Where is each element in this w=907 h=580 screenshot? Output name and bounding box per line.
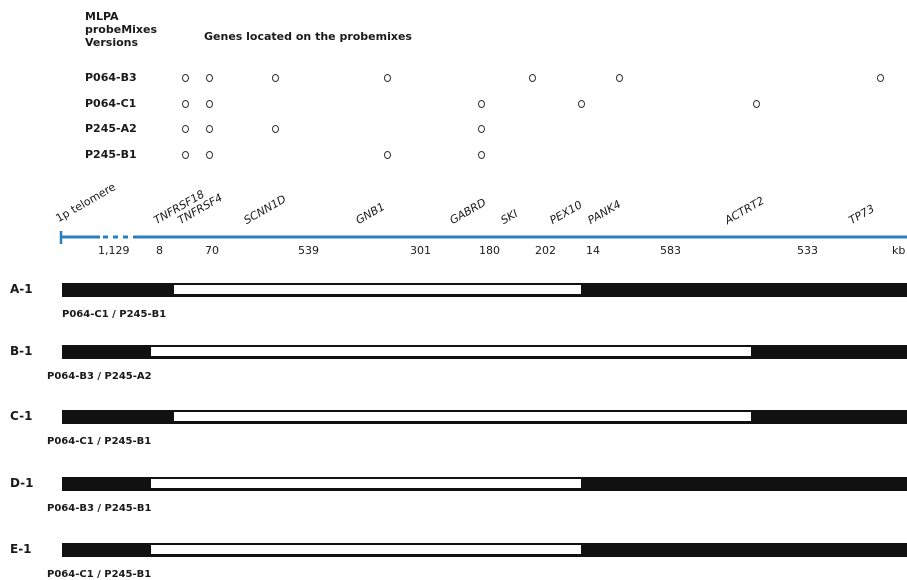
patient-id-c-1: C-1 <box>10 409 33 423</box>
probe-marker-actrt2 <box>753 100 760 108</box>
deletion-segment <box>150 544 582 555</box>
gene-label-tp73: TP73 <box>846 202 877 227</box>
gene-label-pank4: PANK4 <box>585 197 624 227</box>
header-line-3: Versions <box>85 36 139 49</box>
distance-label: 202 <box>535 244 556 257</box>
distance-label: 539 <box>298 244 319 257</box>
header-line-1: MLPA <box>85 10 119 23</box>
probe-marker-tnfrsf4 <box>206 125 213 133</box>
distance-label: 583 <box>660 244 681 257</box>
probe-marker-tp73 <box>877 74 884 82</box>
probe-marker-gnb1 <box>384 151 391 159</box>
genes-header: Genes located on the probemixes <box>204 30 412 43</box>
telomere-label: 1p telomere <box>53 180 118 225</box>
probe-marker-scnn1d <box>272 125 279 133</box>
patient-probemixes: P064-B3 / P245-A2 <box>47 371 152 382</box>
probemix-label-p064-b3: P064-B3 <box>85 71 137 84</box>
deletion-segment <box>150 478 582 489</box>
probe-marker-gnb1 <box>384 74 391 82</box>
probe-marker-tnfrsf18 <box>182 74 189 82</box>
distance-label: 70 <box>205 244 219 257</box>
chromosome-bar <box>62 345 907 359</box>
probe-marker-tnfrsf4 <box>206 74 213 82</box>
patient-id-d-1: D-1 <box>10 476 34 490</box>
chromosome-bar <box>62 283 907 297</box>
gene-label-gabrd: GABRD <box>447 195 489 227</box>
probemix-label-p245-b1: P245-B1 <box>85 148 137 161</box>
probe-marker-tnfrsf4 <box>206 100 213 108</box>
patient-probemixes: P064-C1 / P245-B1 <box>47 436 152 447</box>
distance-label: 301 <box>410 244 431 257</box>
probe-marker-gabrd <box>478 125 485 133</box>
distance-label: 8 <box>156 244 163 257</box>
probe-marker-ski <box>529 74 536 82</box>
probe-marker-tnfrsf18 <box>182 125 189 133</box>
patient-id-e-1: E-1 <box>10 542 32 556</box>
probe-marker-pex10 <box>578 100 585 108</box>
probe-marker-tnfrsf18 <box>182 100 189 108</box>
unit-label: kb <box>892 244 906 257</box>
distance-label: 1,129 <box>98 244 130 257</box>
deletion-segment <box>173 411 752 422</box>
gene-label-gnb1: GNB1 <box>353 200 388 227</box>
probemix-label-p064-c1: P064-C1 <box>85 97 137 110</box>
header-line-2: probeMixes <box>85 23 158 36</box>
gene-label-ski: SKI <box>498 207 521 227</box>
probe-marker-tnfrsf18 <box>182 151 189 159</box>
probe-marker-gabrd <box>478 151 485 159</box>
probe-marker-gabrd <box>478 100 485 108</box>
deletion-segment <box>150 346 752 357</box>
distance-label: 533 <box>797 244 818 257</box>
gene-label-pex10: PEX10 <box>547 198 585 227</box>
probe-marker-scnn1d <box>272 74 279 82</box>
gene-label-actrt2: ACTRT2 <box>722 194 767 227</box>
probemix-label-p245-a2: P245-A2 <box>85 122 137 135</box>
distance-label: 180 <box>479 244 500 257</box>
gene-label-scnn1d: SCNN1D <box>241 192 289 227</box>
patient-id-b-1: B-1 <box>10 344 33 358</box>
patient-probemixes: P064-C1 / P245-B1 <box>47 569 152 580</box>
patient-probemixes: P064-C1 / P245-B1 <box>62 309 167 320</box>
chromosome-bar <box>62 543 907 557</box>
probe-marker-pank4 <box>616 74 623 82</box>
patient-probemixes: P064-B3 / P245-B1 <box>47 503 152 514</box>
chromosome-bar <box>62 477 907 491</box>
deletion-segment <box>173 284 582 295</box>
patient-id-a-1: A-1 <box>10 282 33 296</box>
chromosome-bar <box>62 410 907 424</box>
distance-label: 14 <box>586 244 600 257</box>
probemix-versions-header: MLPA probeMixes Versions <box>85 10 157 49</box>
probe-marker-tnfrsf4 <box>206 151 213 159</box>
